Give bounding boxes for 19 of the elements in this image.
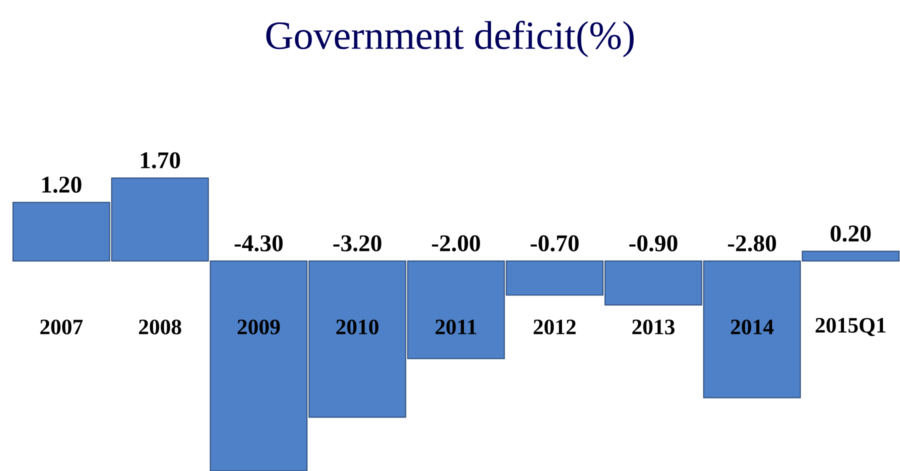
data-label: -4.30 xyxy=(234,235,283,252)
data-label: -3.20 xyxy=(333,235,382,252)
x-tick-label: 2011 xyxy=(436,320,476,334)
data-label: -2.00 xyxy=(432,235,480,252)
data-label: 1.70 xyxy=(141,152,180,168)
x-tick-label: 2010 xyxy=(336,320,378,334)
x-tick-label: 2014 xyxy=(731,320,774,334)
x-tick-label: 2013 xyxy=(632,320,675,334)
x-tick-label: 2015Q1 xyxy=(816,318,886,336)
data-label: -0.90 xyxy=(629,235,678,252)
x-tick-label: 2008 xyxy=(139,320,182,334)
data-label: -2.80 xyxy=(728,235,776,252)
x-tick-label: 2007 xyxy=(40,320,83,334)
x-tick-label: 2009 xyxy=(238,320,280,334)
data-label: 1.20 xyxy=(42,176,82,193)
data-label: 0.20 xyxy=(830,225,871,242)
x-tick-label: 2012 xyxy=(534,320,576,334)
chart-title: Government deficit(%) xyxy=(266,20,634,58)
data-label: -0.70 xyxy=(530,235,579,252)
